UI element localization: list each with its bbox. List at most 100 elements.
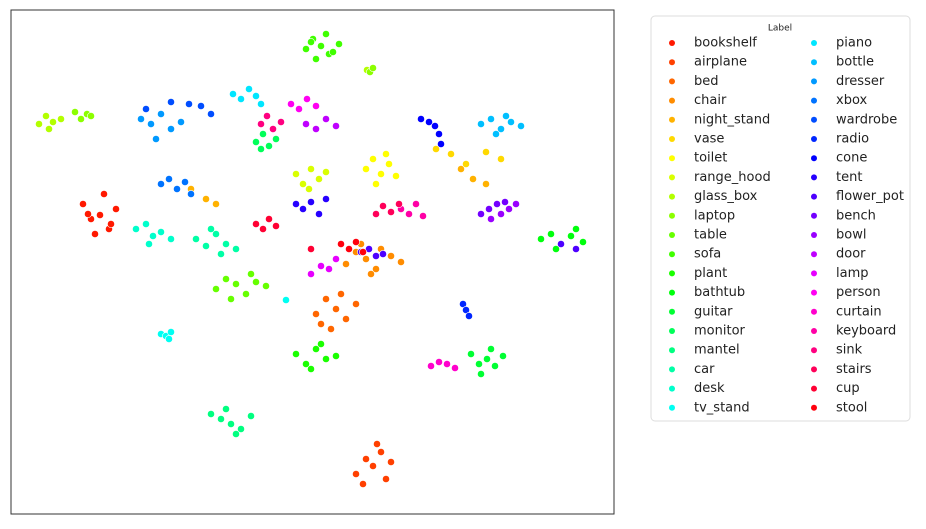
point bbox=[317, 42, 325, 50]
point bbox=[112, 205, 120, 213]
legend-marker bbox=[811, 385, 817, 392]
point bbox=[505, 205, 513, 213]
point bbox=[552, 245, 560, 253]
point bbox=[462, 160, 470, 168]
point bbox=[427, 362, 435, 370]
point bbox=[499, 352, 507, 360]
legend-label: lamp bbox=[836, 266, 869, 281]
point bbox=[165, 175, 173, 183]
point bbox=[487, 215, 495, 223]
legend-marker bbox=[669, 155, 675, 162]
point bbox=[142, 220, 150, 228]
legend-marker bbox=[669, 385, 675, 392]
point bbox=[87, 112, 95, 120]
point bbox=[443, 360, 451, 368]
point bbox=[100, 190, 108, 198]
point bbox=[252, 278, 260, 286]
point bbox=[237, 425, 245, 433]
point bbox=[322, 30, 330, 38]
legend-label: door bbox=[836, 247, 866, 262]
point bbox=[467, 350, 475, 358]
point bbox=[477, 120, 485, 128]
point bbox=[232, 245, 240, 253]
legend-marker bbox=[811, 59, 817, 66]
legend: bookshelf airplane bed chair night_standvase… bbox=[669, 36, 904, 415]
legend-marker bbox=[669, 366, 675, 373]
legend-marker bbox=[669, 289, 675, 296]
plot-area bbox=[10, 9, 615, 515]
point bbox=[317, 320, 325, 328]
point bbox=[149, 232, 157, 240]
point bbox=[405, 210, 413, 218]
point bbox=[387, 458, 395, 466]
legend-marker bbox=[669, 212, 675, 219]
point bbox=[435, 358, 443, 366]
legend-label: stool bbox=[836, 400, 867, 415]
point bbox=[259, 130, 267, 138]
point bbox=[305, 185, 313, 193]
point bbox=[487, 115, 495, 123]
legend-label: piano bbox=[836, 36, 872, 51]
point bbox=[242, 290, 250, 298]
point bbox=[372, 252, 380, 260]
legend-marker bbox=[669, 308, 675, 315]
point bbox=[277, 118, 285, 126]
point bbox=[322, 195, 330, 203]
point bbox=[212, 285, 220, 293]
legend-label: vase bbox=[694, 132, 724, 147]
point bbox=[367, 270, 375, 278]
point bbox=[107, 220, 115, 228]
legend-label: cup bbox=[836, 381, 860, 396]
point bbox=[369, 155, 377, 163]
legend-label: guitar bbox=[694, 304, 733, 319]
point bbox=[497, 210, 505, 218]
point bbox=[469, 175, 477, 183]
legend-label: airplane bbox=[694, 55, 747, 70]
point bbox=[335, 40, 343, 48]
point bbox=[265, 142, 273, 150]
point bbox=[181, 178, 189, 186]
point bbox=[307, 365, 315, 373]
point bbox=[197, 102, 205, 110]
point bbox=[477, 370, 485, 378]
legend-label: bed bbox=[694, 74, 719, 89]
point bbox=[287, 100, 295, 108]
legend-box bbox=[650, 15, 911, 422]
legend-marker bbox=[811, 116, 817, 123]
legend-marker bbox=[669, 116, 675, 123]
point bbox=[387, 252, 395, 260]
point bbox=[332, 122, 340, 130]
point bbox=[207, 410, 215, 418]
legend-label: table bbox=[694, 228, 727, 243]
point bbox=[185, 100, 193, 108]
point bbox=[227, 420, 235, 428]
legend-label: monitor bbox=[694, 324, 746, 339]
point bbox=[147, 120, 155, 128]
point bbox=[262, 282, 270, 290]
legend-marker bbox=[811, 193, 817, 200]
point bbox=[377, 448, 385, 456]
point bbox=[202, 242, 210, 250]
legend-label: cone bbox=[836, 151, 867, 166]
point bbox=[392, 172, 400, 180]
point bbox=[317, 340, 325, 348]
point bbox=[252, 92, 260, 100]
legend-marker bbox=[669, 174, 675, 181]
legend-marker bbox=[811, 347, 817, 354]
point bbox=[501, 198, 509, 206]
legend-marker bbox=[669, 404, 675, 411]
point bbox=[299, 180, 307, 188]
point bbox=[245, 85, 253, 93]
legend-marker bbox=[669, 347, 675, 354]
point bbox=[435, 130, 443, 138]
legend-label: flower_pot bbox=[836, 189, 904, 204]
legend-label: desk bbox=[694, 381, 725, 396]
legend-marker bbox=[811, 289, 817, 296]
legend-label: bottle bbox=[836, 55, 874, 70]
point bbox=[322, 115, 330, 123]
point bbox=[482, 148, 490, 156]
point bbox=[382, 150, 390, 158]
point bbox=[315, 210, 323, 218]
legend-label: tv_stand bbox=[694, 400, 750, 415]
point bbox=[412, 200, 420, 208]
